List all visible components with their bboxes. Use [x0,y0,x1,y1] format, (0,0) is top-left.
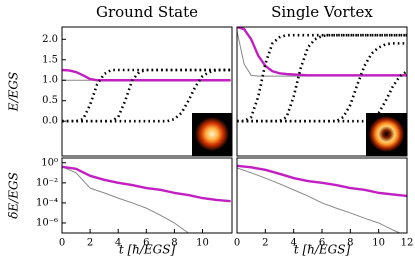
x-tick-label: 2 [262,238,268,249]
x-tick-label: 2 [87,238,93,249]
x-axis-label: t [ħ/EGS] [294,243,351,257]
y-tick-label: 10⁻⁴ [36,197,58,208]
axes-frame [61,26,233,157]
series-line [62,68,231,82]
plot-area [237,27,407,123]
series-line [62,166,190,233]
x-tick-label: 0 [234,238,240,249]
series-line [62,165,231,203]
x-tick-label: 12 [401,238,414,249]
series-line [237,30,407,77]
axes-frame [61,157,233,234]
x-tick-label: 4 [115,238,121,249]
x-tick-label: 6 [143,238,149,249]
inset-vortex [366,113,407,156]
x-tick-label: 10 [372,238,385,249]
series-line [237,33,407,123]
plot-area [237,164,407,233]
series-line [237,164,407,198]
x-tick-label: 10 [196,238,209,249]
y-tick-label: 1.5 [42,54,58,65]
axes-frame [236,26,408,157]
y-tick-label: 1.0 [42,75,58,86]
y-tick-label: 0.0 [42,116,58,127]
plot-area [62,68,231,123]
chart-title: Single Vortex [271,3,373,21]
y-tick-label: 10⁰ [41,157,58,168]
x-tick-label: 4 [290,238,296,249]
y-axis-label: E/EGS [7,72,21,112]
x-tick-label: 8 [171,238,177,249]
x-tick-label: 8 [347,238,353,249]
y-tick-label: 0.5 [42,95,58,106]
x-axis-label: t [ħ/EGS] [119,243,176,257]
series-line [237,42,407,123]
y-tick-label: 10⁻⁶ [36,217,58,228]
series-line [62,68,231,123]
y-tick-label: 10⁻² [36,177,58,188]
x-tick-label: 0 [59,238,65,249]
series-line [237,167,402,233]
chart-title: Ground State [96,3,198,21]
y-tick-label: 2.0 [42,34,58,45]
plot-area [62,165,231,233]
y-axis-label: δE/EGS [7,172,21,219]
inset-ground-state [192,113,232,156]
x-tick-label: 6 [319,238,325,249]
